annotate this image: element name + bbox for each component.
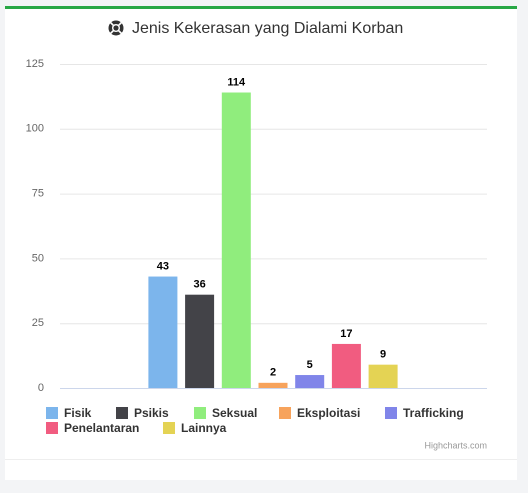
legend-label: Psikis [134,406,169,420]
y-tick-label: 125 [26,58,44,70]
card [5,6,517,480]
legend-swatch [46,422,58,434]
y-tick-label: 25 [32,317,44,329]
legend-label: Lainnya [181,421,227,435]
legend-label: Eksploitasi [297,406,360,420]
bar [185,294,215,388]
data-label: 43 [157,260,169,272]
bar [221,92,251,389]
y-tick-label: 100 [26,123,44,135]
legend-label: Penelantaran [64,421,139,435]
data-label: 114 [227,76,246,88]
legend-swatch [163,422,175,434]
card-footer-line [5,459,517,460]
y-tick-label: 50 [32,252,44,264]
legend-swatch [194,407,206,419]
legend-swatch [46,407,58,419]
legend-swatch [116,407,128,419]
bar [258,382,288,388]
bar [295,375,325,388]
chart-title: Jenis Kekerasan yang Dialami Korban [132,20,403,37]
data-label: 2 [270,367,276,379]
title-icon [108,20,124,36]
legend-swatch [279,407,291,419]
data-label: 17 [340,328,352,340]
y-tick-label: 75 [32,188,44,200]
legend-swatch [385,407,397,419]
y-tick-label: 0 [38,382,44,394]
legend-label: Fisik [64,406,92,420]
data-label: 9 [380,349,386,361]
bar [148,276,178,388]
bar [368,364,398,388]
legend-label: Seksual [212,406,257,420]
bar [331,343,361,388]
legend-label: Trafficking [403,406,464,420]
data-label: 5 [307,359,313,371]
credits: Highcharts.com [424,440,487,450]
data-label: 36 [193,279,205,291]
